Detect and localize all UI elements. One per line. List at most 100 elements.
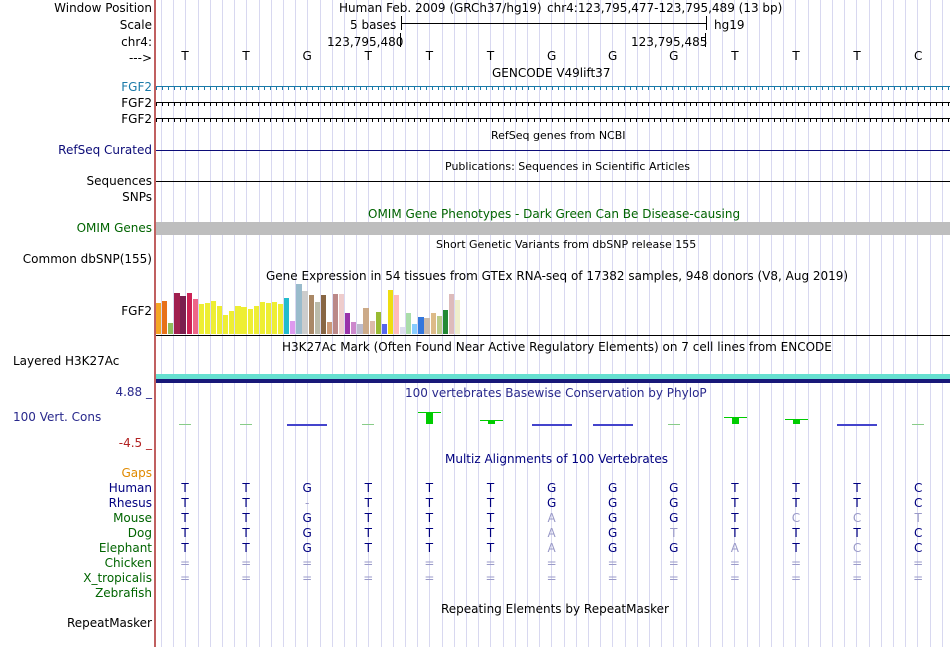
gtex-tissue-bar[interactable]: [454, 300, 461, 334]
gridline: [295, 0, 296, 647]
gtex-tissue-bar[interactable]: [284, 298, 290, 334]
gtex-tissue-bar[interactable]: [174, 293, 180, 334]
gtex-tissue-bar[interactable]: [290, 321, 296, 334]
alignment-base: =: [852, 556, 863, 570]
species-label[interactable]: Rhesus: [108, 496, 152, 510]
gtex-tissue-bar[interactable]: [369, 321, 375, 334]
phylop-score-mark[interactable]: [793, 419, 800, 424]
phylop-score-mark[interactable]: [426, 412, 434, 424]
gtex-track-label[interactable]: FGF2: [121, 304, 152, 318]
gtex-tissue-bar[interactable]: [400, 327, 406, 334]
species-label[interactable]: Zebrafish: [95, 586, 152, 600]
gtex-tissue-bar[interactable]: [430, 313, 436, 334]
species-label[interactable]: Human: [108, 481, 152, 495]
phylop-score-mark[interactable]: [179, 424, 191, 425]
phylop-score-mark[interactable]: [731, 417, 739, 424]
phylop-score-mark[interactable]: [531, 424, 572, 426]
species-label[interactable]: Elephant: [98, 541, 152, 555]
phylop-track-label[interactable]: 100 Vert. Cons: [13, 410, 102, 424]
repeatmasker-track-label[interactable]: RepeatMasker: [66, 616, 152, 630]
gtex-tissue-bar[interactable]: [448, 294, 455, 334]
gtex-tissue-bar[interactable]: [320, 295, 326, 334]
gtex-tissue-bar[interactable]: [357, 324, 363, 334]
gtex-tissue-bar[interactable]: [418, 317, 424, 334]
gtex-tissue-bar[interactable]: [156, 303, 162, 334]
gtex-tissue-bar[interactable]: [210, 301, 217, 334]
gtex-tissue-bar[interactable]: [424, 318, 430, 334]
gencode-transcript-1[interactable]: [156, 86, 950, 90]
gtex-tissue-bar[interactable]: [332, 294, 339, 334]
gtex-tissue-bar[interactable]: [436, 316, 442, 334]
gencode-gene-label-1[interactable]: FGF2: [121, 80, 152, 94]
omim-track-label[interactable]: OMIM Genes: [76, 221, 152, 235]
gtex-tissue-bar[interactable]: [271, 302, 278, 334]
gencode-gene-label-3[interactable]: FGF2: [121, 112, 152, 126]
h3k27ac-signal-top[interactable]: [156, 374, 950, 379]
phylop-score-mark[interactable]: [837, 424, 878, 426]
gtex-tissue-bar[interactable]: [302, 291, 308, 334]
gtex-tissue-bar[interactable]: [223, 315, 229, 334]
refseq-line[interactable]: [156, 150, 950, 151]
phylop-score-mark[interactable]: [592, 424, 633, 426]
species-label[interactable]: Chicken: [104, 556, 152, 570]
dbsnp-track-label[interactable]: Common dbSNP(155): [22, 252, 152, 266]
gtex-tissue-bar[interactable]: [314, 302, 320, 334]
gtex-tissue-bar[interactable]: [235, 306, 241, 334]
gtex-tissue-bar[interactable]: [296, 284, 302, 334]
phylop-score-mark[interactable]: [287, 424, 328, 426]
gtex-tissue-bar[interactable]: [247, 309, 253, 334]
alignment-base: T: [425, 526, 434, 540]
phylop-score-mark[interactable]: [240, 424, 253, 425]
gtex-tissue-bar[interactable]: [162, 301, 168, 334]
gtex-tissue-bar[interactable]: [375, 312, 381, 334]
gtex-tissue-bar[interactable]: [406, 313, 412, 334]
gtex-tissue-bar[interactable]: [412, 324, 418, 334]
omim-bar[interactable]: [156, 222, 950, 235]
gtex-tissue-bar[interactable]: [253, 306, 259, 334]
gtex-tissue-bar[interactable]: [393, 295, 400, 334]
gtex-tissue-bar[interactable]: [168, 323, 174, 334]
gridline: [442, 0, 443, 647]
snps-track-label[interactable]: SNPs: [122, 190, 152, 204]
species-label[interactable]: Mouse: [113, 511, 152, 525]
gtex-tissue-bar[interactable]: [363, 308, 369, 334]
gencode-gene-label-2[interactable]: FGF2: [121, 96, 152, 110]
species-label[interactable]: Dog: [127, 526, 152, 540]
phylop-score-mark[interactable]: [362, 424, 375, 425]
gtex-tissue-bar[interactable]: [192, 299, 198, 334]
phylop-score-plot[interactable]: [156, 400, 950, 440]
species-label[interactable]: X_tropicalis: [83, 571, 152, 585]
gtex-tissue-bar[interactable]: [339, 294, 345, 334]
phylop-score-mark[interactable]: [487, 420, 495, 424]
track-data-area[interactable]: Human Feb. 2009 (GRCh37/hg19) chr4:123,7…: [156, 0, 950, 647]
gtex-tissue-bar[interactable]: [241, 307, 247, 334]
refseq-track-label[interactable]: RefSeq Curated: [58, 143, 152, 157]
gtex-tissue-bar[interactable]: [217, 306, 223, 334]
gtex-tissue-bar[interactable]: [326, 322, 333, 334]
gtex-tissue-bar[interactable]: [204, 303, 211, 334]
gtex-tissue-bar[interactable]: [229, 311, 235, 334]
gtex-tissue-bar[interactable]: [381, 324, 387, 334]
gencode-transcript-3[interactable]: [156, 118, 950, 122]
gtex-tissue-bar[interactable]: [278, 304, 284, 334]
gtex-tissue-bar[interactable]: [442, 310, 448, 334]
gtex-tissue-bar[interactable]: [345, 313, 351, 334]
gtex-bar-chart[interactable]: [156, 284, 536, 334]
gtex-tissue-bar[interactable]: [186, 293, 192, 334]
publications-line[interactable]: [156, 181, 950, 182]
phylop-score-mark[interactable]: [667, 424, 680, 425]
gtex-tissue-bar[interactable]: [387, 290, 394, 334]
publications-track-label[interactable]: Sequences: [86, 174, 152, 188]
gtex-tissue-bar[interactable]: [351, 322, 357, 334]
h3k27ac-signal-bottom[interactable]: [156, 379, 950, 383]
gtex-tissue-bar[interactable]: [259, 302, 265, 334]
h3k27ac-track-label[interactable]: Layered H3K27Ac: [13, 354, 120, 368]
gencode-transcript-2[interactable]: [156, 102, 950, 106]
alignment-base: -: [305, 496, 310, 510]
gtex-tissue-bar[interactable]: [198, 304, 204, 334]
gtex-tissue-bar[interactable]: [180, 296, 186, 334]
gtex-tissue-bar[interactable]: [265, 303, 272, 334]
gtex-tissue-bar[interactable]: [308, 295, 314, 334]
phylop-score-mark[interactable]: [912, 424, 925, 425]
